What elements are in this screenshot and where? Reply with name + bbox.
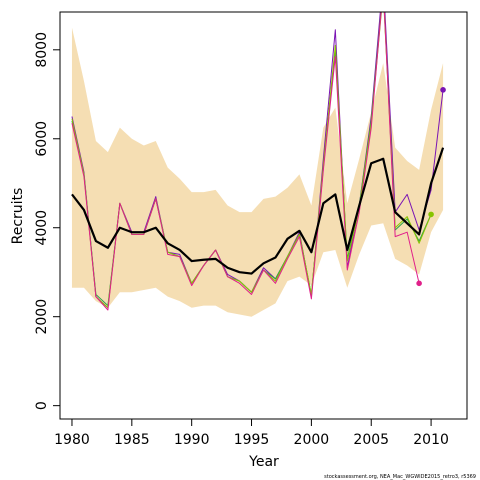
endpoint-markers [416,87,446,287]
x-tick-label-1990: 1990 [174,432,210,448]
plot-area [71,12,446,317]
x-axis-title: Year [248,454,279,470]
endpoint-marker-2011 [440,87,446,93]
x-axis: 1980 1985 1990 1995 2000 2005 2010 [54,419,449,448]
y-tick-label-4000: 4000 [34,210,50,246]
plot-frame [59,11,468,420]
y-tick-label-8000: 8000 [34,32,50,68]
y-tick-label-2000: 2000 [34,299,50,335]
footnote: stockassessment.org, NEA_Mac_WGWIDE2015_… [324,474,476,480]
y-axis-title: Recruits [10,188,26,245]
endpoint-marker-2009 [416,280,422,287]
x-tick-label-2010: 2010 [413,432,449,448]
x-tick-label-1980: 1980 [54,432,90,448]
x-tick-label-2005: 2005 [353,432,389,448]
x-tick-label-1985: 1985 [114,432,150,448]
y-axis: 0 2000 4000 6000 8000 [34,32,60,410]
y-tick-label-6000: 6000 [34,121,50,157]
main-estimate-line [71,147,445,275]
x-tick-label-2000: 2000 [294,432,330,448]
endpoint-marker-2010 [428,211,434,218]
y-tick-label-0: 0 [34,401,50,410]
x-tick-label-1995: 1995 [234,432,270,448]
